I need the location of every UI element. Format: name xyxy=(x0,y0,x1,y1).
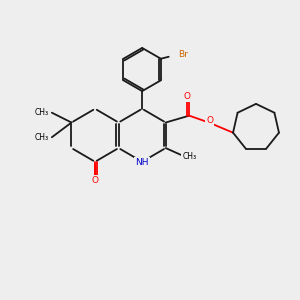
Text: CH₃: CH₃ xyxy=(182,152,196,161)
Text: CH₃: CH₃ xyxy=(35,108,49,117)
Text: NH: NH xyxy=(135,158,149,167)
Text: O: O xyxy=(206,116,213,125)
Text: CH₃: CH₃ xyxy=(35,133,49,142)
Text: Br: Br xyxy=(178,50,188,59)
Text: O: O xyxy=(184,92,191,100)
Text: O: O xyxy=(92,176,98,185)
